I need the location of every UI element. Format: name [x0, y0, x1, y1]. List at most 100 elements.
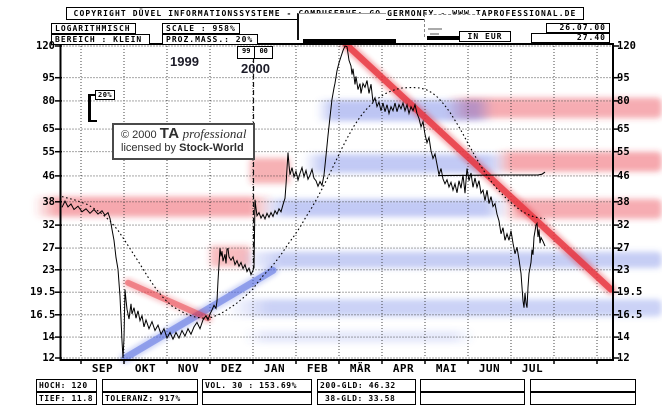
footer-empty-cell — [421, 380, 524, 393]
y-tick-label: 23 — [42, 263, 55, 276]
percent-scale-bar-cap-bottom — [88, 120, 97, 122]
y-tick-label: 55 — [617, 145, 630, 158]
ta-professional-watermark: © 2000 TA professional licensed by Stock… — [112, 123, 256, 160]
y-tick-label: 27 — [42, 242, 55, 255]
zone-blue — [226, 299, 662, 317]
proz-mass-box[interactable]: PROZ.MASS.: 20% — [162, 34, 258, 45]
gld38-value: 38-GLD: 33.58 — [325, 394, 396, 403]
erased-scribble — [430, 33, 439, 35]
y-tick-label: 19.5 — [617, 286, 643, 299]
date-box: 26.07.00 — [546, 23, 610, 33]
y-tick-label: 95 — [42, 71, 55, 84]
month-label: SEP — [91, 362, 114, 375]
zone-red — [494, 151, 662, 172]
series-gd200 — [437, 171, 546, 177]
y-tick-label: 120 — [36, 40, 55, 52]
y-tick-label: 12 — [617, 352, 630, 364]
watermark-brand-suffix: professional — [182, 126, 247, 141]
footer-empty-cell — [531, 380, 635, 393]
erased-logo-shadow — [303, 39, 396, 43]
zone-red — [248, 158, 292, 184]
y-tick-label: 46 — [617, 169, 630, 182]
y-tick-label: 46 — [42, 169, 55, 182]
footer-col-empty-1 — [420, 379, 525, 405]
footer-empty-cell — [103, 380, 197, 393]
y-tick-label: 12 — [42, 352, 55, 364]
year-box-00: 00 — [254, 47, 271, 58]
currency-box[interactable]: IN EUR — [459, 31, 511, 42]
y-tick-label: 80 — [617, 94, 630, 107]
last-price-box: 27.40 — [531, 33, 610, 43]
proz-mass-label: PROZ.MASS.: 20% — [166, 34, 254, 44]
month-label: JUN — [478, 362, 501, 375]
series-price — [61, 45, 546, 359]
year-box-99: 99 — [242, 47, 251, 55]
erased-logo-box — [297, 13, 386, 40]
watermark-stock-world: Stock-World — [179, 142, 244, 154]
zone-blue — [238, 251, 662, 269]
month-label: JAN — [263, 362, 286, 375]
y-tick-label: 65 — [617, 123, 630, 136]
zone-blue — [260, 199, 510, 217]
bereich-label: BEREICH : KLEIN — [55, 34, 143, 44]
y-tick-label: 55 — [42, 145, 55, 158]
y-tick-label: 16.5 — [617, 308, 643, 321]
date-value: 26.07.00 — [559, 23, 606, 32]
y-tick-label: 16.5 — [30, 308, 56, 321]
year-change-box: 99 00 — [237, 46, 273, 59]
trendline-red-downtrend — [342, 41, 615, 293]
month-label: NOV — [177, 362, 200, 375]
y-tick-label: 27 — [617, 242, 630, 255]
volume-value: VOL. 30 : 153.69% — [203, 380, 311, 393]
month-label: MAI — [435, 362, 458, 375]
watermark-brand: TA — [159, 125, 180, 142]
footer-col-empty-2 — [530, 379, 636, 405]
y-tick-label: 32 — [42, 219, 55, 232]
month-label: JUL — [521, 362, 544, 375]
erased-scribble — [428, 28, 442, 30]
y-tick-label: 14 — [617, 331, 630, 344]
footer-col-toleranz: TOLERANZ: 917% — [102, 379, 198, 405]
percent-scale-label: 20% — [95, 90, 116, 100]
month-label: FEB — [306, 362, 329, 375]
series-gd38 — [61, 87, 546, 319]
percent-scale-bar — [88, 94, 91, 122]
trendline-red-okt-resist — [123, 277, 213, 324]
y-tick-label: 65 — [42, 123, 55, 136]
y-tick-label: 32 — [617, 219, 630, 232]
footer-col-gld: 200-GLD: 46.32 38-GLD: 33.58 — [317, 379, 416, 405]
gridlines — [60, 45, 613, 359]
gld200-value: 200-GLD: 46.32 — [318, 380, 415, 393]
y-tick-label: 80 — [42, 94, 55, 107]
scale-box[interactable]: SCALE : 958% — [162, 23, 240, 34]
zone-blue — [303, 154, 508, 173]
plot-border-and-ticks — [55, 43, 619, 364]
zone-red — [446, 97, 662, 119]
footer-empty-cell — [203, 393, 311, 404]
watermark-line1: © 2000 TA professional — [121, 125, 247, 142]
y-tick-label: 95 — [617, 71, 630, 84]
y-tick-label: 23 — [617, 263, 630, 276]
watermark-copyright: © 2000 — [121, 129, 157, 141]
zone-red — [502, 199, 662, 219]
y-tick-label: 38 — [617, 195, 630, 208]
scale-label: SCALE : 958% — [166, 23, 236, 33]
zone-blue — [243, 330, 475, 343]
trendline-red-okt-resist — [125, 279, 211, 322]
month-label: APR — [392, 362, 415, 375]
footer-col-volume: VOL. 30 : 153.69% — [202, 379, 312, 405]
footer-empty-cell — [421, 393, 524, 404]
percent-scale-bar-cap-top — [88, 94, 97, 96]
y-tick-label: 38 — [42, 195, 55, 208]
y-tick-label: 120 — [617, 40, 636, 52]
scale-type-box[interactable]: LOGARITHMISCH — [51, 23, 136, 34]
watermark-line2: licensed by Stock-World — [121, 142, 246, 155]
year-2000-label: 2000 — [241, 61, 270, 76]
month-label: OKT — [134, 362, 157, 375]
tief-value: TIEF: 11.8 — [39, 394, 94, 403]
hoch-value: HOCH: 120 — [37, 380, 96, 393]
last-price-value: 27.40 — [576, 33, 606, 42]
bereich-box[interactable]: BEREICH : KLEIN — [51, 34, 150, 45]
